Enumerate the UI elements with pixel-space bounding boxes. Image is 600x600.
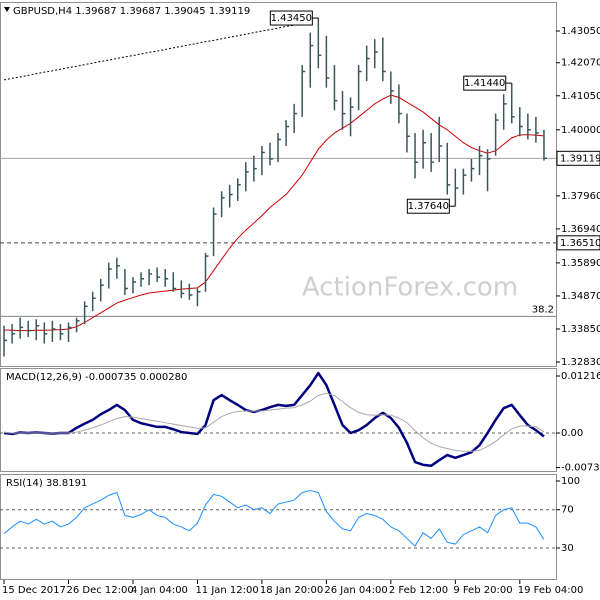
x-tick-label: 15 Dec 2017	[2, 585, 66, 596]
panel-frame	[0, 474, 557, 580]
x-tick-label: 19 Feb 04:00	[518, 585, 584, 596]
y-tick-label: 30	[561, 543, 574, 554]
indicator-line	[3, 371, 545, 468]
y-tick-label: 0.012164	[561, 371, 600, 382]
annotation-label: 1.37640	[408, 201, 449, 212]
panel-frame	[0, 368, 557, 472]
moving-average	[4, 94, 545, 332]
panel-title: GBPUSD,H4 1.39687 1.39687 1.39045 1.3911…	[13, 6, 250, 17]
y-tick-label: 1.37960	[561, 191, 600, 202]
title-icon	[4, 7, 10, 12]
x-tick-label: 11 Jan 12:00	[195, 585, 258, 596]
y-tick-label: 1.35890	[561, 258, 600, 269]
level-name: 38.2	[532, 304, 554, 315]
x-tick-label: 26 Jan 04:00	[324, 585, 387, 596]
y-tick-label: 1.34870	[561, 291, 600, 302]
x-tick-label: 4 Jan 04:00	[131, 585, 188, 596]
y-tick-label: 100	[561, 476, 580, 487]
x-tick-label: 2 Feb 12:00	[389, 585, 448, 596]
y-tick-label: -0.007384	[561, 463, 600, 474]
y-tick-label: 1.40000	[561, 125, 600, 136]
level-label: 1.39119	[560, 153, 600, 164]
level-label: 1.36510	[560, 238, 600, 249]
y-tick-label: 1.32830	[561, 357, 600, 368]
panel-title: MACD(12,26,9) -0.000735 0.000280	[6, 372, 187, 383]
y-tick-label: 0.00	[561, 428, 583, 439]
annotation-box	[406, 198, 450, 214]
y-tick-label: 70	[561, 505, 574, 516]
level-label-box	[556, 235, 600, 251]
y-tick-label: 1.43050	[561, 26, 600, 37]
x-tick-label: 18 Jan 20:00	[260, 585, 323, 596]
annotation-label: 1.41440	[464, 78, 505, 89]
indicator-line	[4, 392, 545, 452]
y-tick-label: 1.33850	[561, 324, 600, 335]
annotation-box	[269, 10, 313, 26]
watermark: ActionForex.com	[302, 273, 518, 303]
level-label-box	[556, 150, 600, 166]
x-tick-label: 9 Feb 20:00	[453, 585, 512, 596]
panel-title: RSI(14) 38.8191	[6, 478, 87, 489]
x-tick-label: 26 Dec 12:00	[67, 585, 134, 596]
y-tick-label: 1.36940	[561, 224, 600, 235]
y-tick-label: 1.42070	[561, 58, 600, 69]
annotation-box	[463, 75, 507, 91]
indicator-line	[3, 490, 545, 547]
y-tick-label: 1.41050	[561, 91, 600, 102]
annotation-label: 1.43450	[271, 13, 312, 24]
panel-frame	[0, 2, 557, 367]
